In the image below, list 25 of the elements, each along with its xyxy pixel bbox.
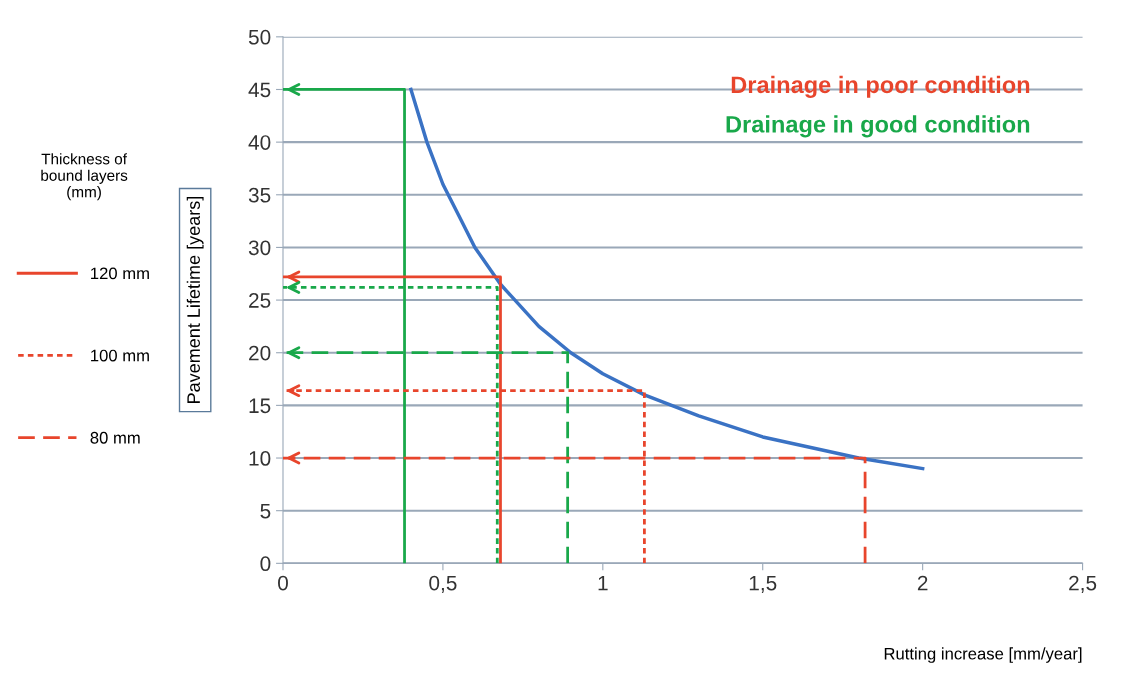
x-tick-label: 1,5 [749, 575, 777, 593]
legend-label: 100 mm [91, 349, 149, 362]
legend-label: 80 mm [90, 431, 140, 444]
x-tick-label: 1 [598, 575, 608, 591]
x-tick-label: 2 [917, 575, 928, 591]
y-tick-label: 35 [248, 187, 271, 203]
y-tick-label: 5 [260, 503, 271, 519]
y-tick-label: 20 [249, 345, 271, 361]
annotation: Drainage in poor condition [731, 75, 1030, 98]
legend-title: Thickness of bound layers (mm) [41, 153, 128, 201]
y-tick-label: 25 [249, 293, 271, 308]
x-axis-title: Rutting increase [mm/year] [884, 647, 1082, 663]
y-tick-label: 50 [248, 29, 271, 45]
y-tick-label: 45 [248, 82, 271, 98]
legend-label: 120 mm [91, 267, 149, 280]
x-tick-label: 0 [278, 575, 288, 591]
annotation: Drainage in good condition [726, 115, 1030, 138]
y-tick-label: 15 [249, 398, 271, 414]
y-axis-title: Pavement Lifetime [years] [186, 196, 204, 403]
x-tick-label: 2,5 [1069, 575, 1097, 593]
y-tick-label: 0 [260, 556, 271, 572]
y-tick-label: 10 [249, 451, 271, 466]
y-tick-label: 40 [248, 135, 271, 150]
y-tick-label: 30 [248, 240, 271, 256]
x-tick-label: 0,5 [429, 575, 457, 593]
